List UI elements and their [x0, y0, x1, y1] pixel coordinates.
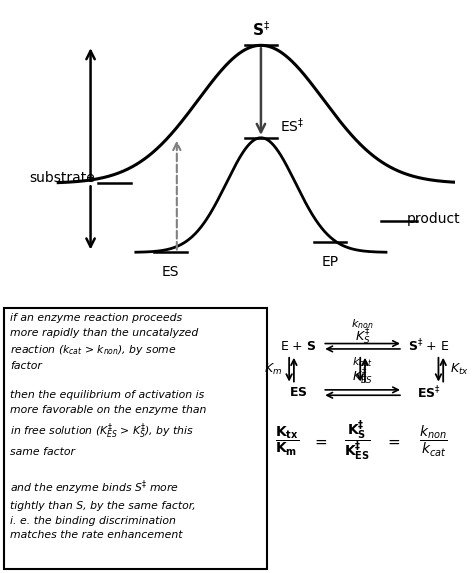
- Text: $=$: $=$: [312, 434, 328, 449]
- Text: $\dfrac{\mathbf{K_{tx}}}{\mathbf{K_m}}$: $\dfrac{\mathbf{K_{tx}}}{\mathbf{K_m}}$: [274, 425, 299, 458]
- Text: substrate: substrate: [29, 171, 95, 185]
- FancyBboxPatch shape: [4, 308, 267, 569]
- Text: $K_m$: $K_m$: [264, 362, 282, 377]
- Text: $k_{non}$: $k_{non}$: [351, 317, 374, 331]
- Text: $\dfrac{\mathbf{K_S^{\ddagger}}}{\mathbf{K_{ES}^{\ddagger}}}$: $\dfrac{\mathbf{K_S^{\ddagger}}}{\mathbf…: [345, 419, 371, 464]
- Text: E + $\mathbf{S}$: E + $\mathbf{S}$: [281, 340, 317, 353]
- Text: ES: ES: [162, 265, 179, 280]
- Text: $\mathbf{ES}$: $\mathbf{ES}$: [289, 386, 308, 399]
- Text: $=$: $=$: [385, 434, 401, 449]
- Text: $K_S^{\ddagger}$: $K_S^{\ddagger}$: [355, 327, 370, 347]
- Text: $\dfrac{k_{non}}{k_{cat}}$: $\dfrac{k_{non}}{k_{cat}}$: [419, 423, 448, 458]
- Text: $k_{cat}$: $k_{cat}$: [352, 355, 373, 370]
- Text: $K_{tx}$: $K_{tx}$: [450, 362, 469, 377]
- Text: ES$^{\ddagger}$: ES$^{\ddagger}$: [280, 116, 305, 135]
- Text: EP: EP: [321, 255, 338, 269]
- Text: $K_{ES}^{\ddagger}$: $K_{ES}^{\ddagger}$: [352, 367, 373, 387]
- Text: $\mathbf{S}^{\ddagger}$ + E: $\mathbf{S}^{\ddagger}$ + E: [408, 338, 450, 355]
- Text: S$^{\ddagger}$: S$^{\ddagger}$: [252, 20, 270, 39]
- Text: product: product: [407, 211, 460, 226]
- Text: $\mathbf{ES}^{\ddagger}$: $\mathbf{ES}^{\ddagger}$: [417, 384, 441, 401]
- Text: if an enzyme reaction proceeds
more rapidly than the uncatalyzed
reaction ($k_{c: if an enzyme reaction proceeds more rapi…: [10, 313, 207, 540]
